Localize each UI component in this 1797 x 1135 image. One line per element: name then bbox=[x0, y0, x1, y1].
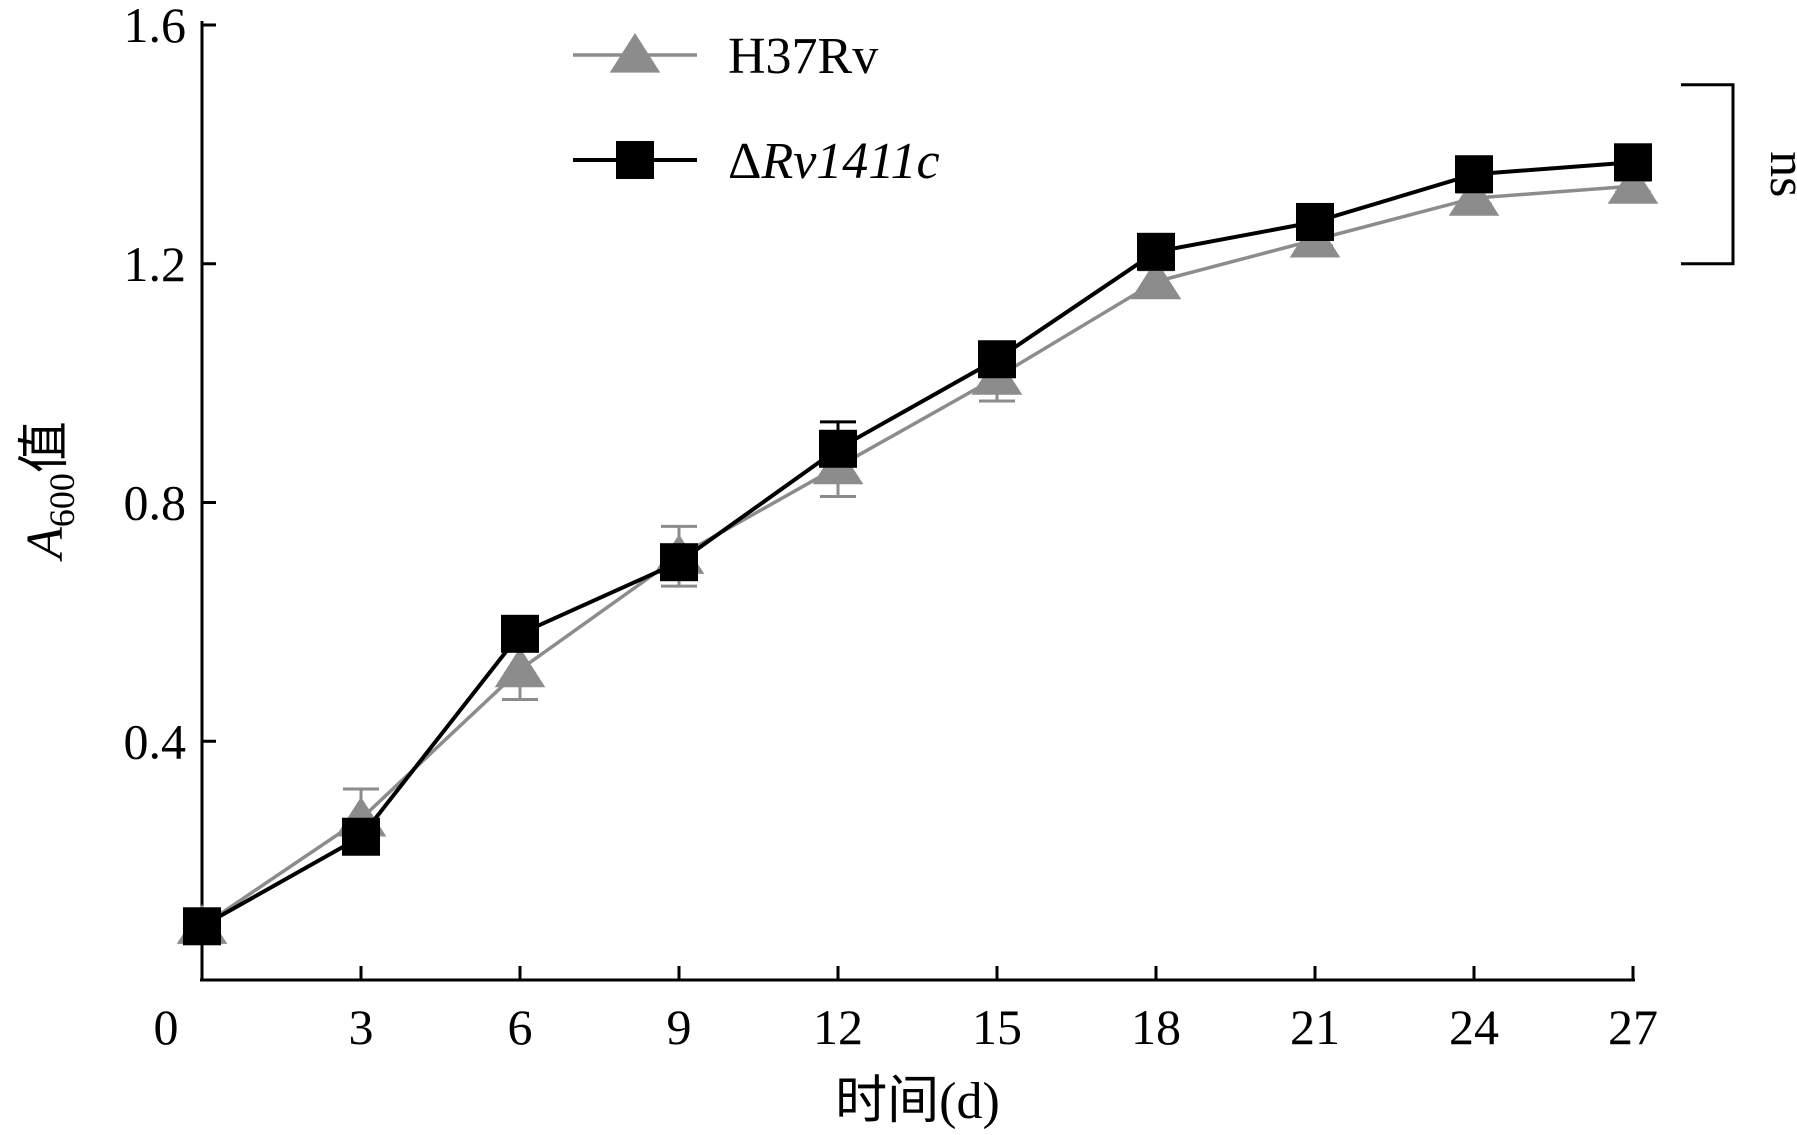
data-point bbox=[1296, 202, 1334, 241]
data-point bbox=[183, 907, 221, 946]
x-tick-label: 0 bbox=[154, 999, 179, 1055]
legend-marker bbox=[616, 141, 654, 179]
y-tick-label: 0.4 bbox=[124, 713, 187, 769]
legend-label-part: Δ bbox=[728, 133, 761, 190]
y-tick-label: 0.8 bbox=[124, 475, 187, 531]
x-tick-label: 6 bbox=[508, 999, 533, 1055]
series-h37rv bbox=[176, 164, 1659, 944]
significance-bracket bbox=[1681, 83, 1735, 266]
legend-label: ΔRv1411c bbox=[728, 133, 940, 190]
data-point bbox=[501, 614, 539, 653]
x-tick-label: 12 bbox=[813, 999, 863, 1055]
x-tick-label: 18 bbox=[1131, 999, 1181, 1055]
x-tick-label: 15 bbox=[972, 999, 1022, 1055]
x-axis-title: 时间(d) bbox=[835, 1073, 1000, 1130]
data-point bbox=[494, 647, 546, 688]
x-tick-label: 24 bbox=[1449, 999, 1499, 1055]
y-tick-label: 1.2 bbox=[124, 236, 187, 292]
data-point bbox=[1614, 143, 1652, 182]
data-point bbox=[1455, 155, 1493, 194]
series bbox=[176, 143, 1659, 946]
data-point bbox=[978, 340, 1016, 379]
y-axis-title-subscript: 600 bbox=[42, 473, 82, 527]
axes: 0.4 0.8 1.2 1.6 0 3 6 9 12 15 18 21 24 27 时间(d) A600值 bbox=[17, 0, 1658, 1130]
x-tick-label: 9 bbox=[667, 999, 692, 1055]
significance-annotation: ns bbox=[1681, 83, 1797, 266]
error-bars bbox=[343, 178, 1651, 851]
y-tick-label: 1.6 bbox=[124, 0, 187, 53]
x-tick-label: 27 bbox=[1608, 999, 1658, 1055]
data-point bbox=[1448, 176, 1500, 216]
legend-marker bbox=[609, 33, 661, 73]
legend-label-part: H37Rv bbox=[728, 28, 878, 85]
legend: H37Rv ΔRv1411c bbox=[573, 28, 940, 190]
data-point bbox=[1607, 164, 1659, 204]
y-axis-title-main: A bbox=[17, 527, 74, 562]
data-point bbox=[1130, 259, 1182, 300]
series-delta-rv1411c bbox=[183, 143, 1652, 946]
x-tick-label: 3 bbox=[349, 999, 374, 1055]
legend-label: H37Rv bbox=[728, 28, 878, 85]
significance-label: ns bbox=[1759, 151, 1797, 197]
data-point bbox=[1137, 232, 1175, 271]
data-point bbox=[342, 817, 380, 856]
series-line bbox=[201, 184, 1634, 928]
data-point bbox=[819, 429, 857, 468]
y-axis-title: A600值 bbox=[17, 421, 82, 562]
legend-label-part: Rv1411c bbox=[760, 133, 939, 190]
y-axis-title-suffix: 值 bbox=[17, 421, 74, 473]
x-tick-label: 21 bbox=[1290, 999, 1340, 1055]
data-point bbox=[660, 543, 698, 582]
series-line bbox=[201, 160, 1634, 929]
